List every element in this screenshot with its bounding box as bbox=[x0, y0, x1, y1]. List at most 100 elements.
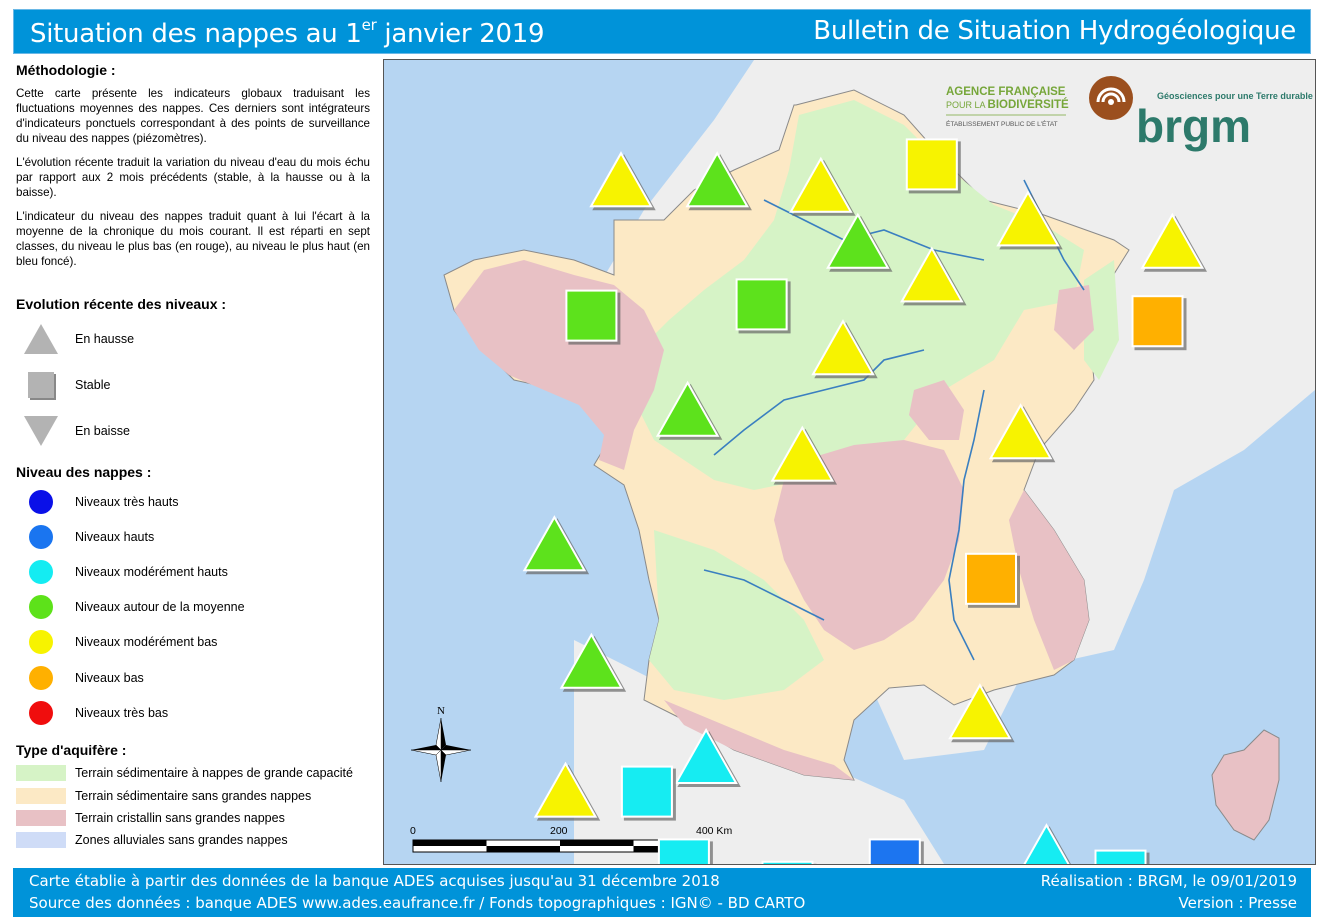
indicator-triangle-up-moderately-low bbox=[900, 246, 964, 303]
indicator-triangle-up-moderately-low bbox=[589, 151, 653, 208]
swatch bbox=[16, 765, 66, 781]
legend-label: Niveaux bas bbox=[75, 671, 144, 685]
indicator-triangle-up-average bbox=[655, 380, 720, 437]
aquifer-aquitaine-basin bbox=[649, 530, 824, 700]
aquifer-pyrenees bbox=[664, 700, 854, 780]
triangle-down-icon bbox=[24, 416, 58, 446]
aquifer-morvan bbox=[909, 380, 964, 440]
aquifer-massif-central bbox=[774, 440, 964, 650]
swatch bbox=[16, 810, 66, 826]
indicator-triangle-up-moderately-low bbox=[996, 190, 1060, 247]
indicator-triangle-up-average bbox=[522, 515, 587, 572]
methodology-heading: Méthodologie : bbox=[16, 62, 116, 78]
title-main: Situation des nappes au 1 bbox=[30, 19, 362, 49]
afb-name-line1: AGENCE FRANÇAISE bbox=[946, 86, 1066, 98]
legend-item-very-low: Niveaux très bas bbox=[16, 696, 168, 730]
brgm-wordmark: brgm bbox=[1136, 100, 1251, 152]
legend-item-high: Niveaux hauts bbox=[16, 520, 154, 554]
indicator-square-moderately-high bbox=[1094, 849, 1147, 864]
loire-river bbox=[713, 349, 925, 456]
legend-label: Terrain cristallin sans grandes nappes bbox=[75, 811, 285, 825]
rhone-river bbox=[948, 389, 985, 661]
legend-label: Niveaux modérément hauts bbox=[75, 565, 228, 579]
scale-label-200: 200 bbox=[550, 825, 568, 837]
indicator-triangle-up-average bbox=[559, 632, 624, 689]
indicator-triangle-up-moderately-low bbox=[1140, 212, 1205, 269]
circle-icon bbox=[29, 666, 53, 690]
compass-north-label: N bbox=[437, 705, 445, 717]
indicator-square-high bbox=[868, 838, 921, 864]
map-canvas[interactable]: AGENCE FRANÇAISE POUR LA BIODIVERSITÉ ÉT… bbox=[384, 60, 1315, 864]
legend-label: Niveaux modérément bas bbox=[75, 635, 218, 649]
swatch bbox=[16, 832, 66, 848]
indicator-square-moderately-low bbox=[905, 138, 958, 191]
corsica bbox=[1211, 729, 1280, 841]
brgm-logo: Géosciences pour une Terre durable brgm bbox=[1089, 76, 1313, 152]
indicator-triangle-up-moderately-low bbox=[948, 683, 1012, 740]
title-date: janvier 2019 bbox=[376, 19, 545, 49]
aquifer-sedimentary-large bbox=[629, 100, 1084, 490]
legend-label: Niveaux autour de la moyenne bbox=[75, 600, 245, 614]
aquifer-legend-heading: Type d'aquifère : bbox=[16, 742, 127, 758]
methodology-paragraph: Cette carte présente les indicateurs glo… bbox=[16, 87, 370, 145]
circle-icon bbox=[29, 560, 53, 584]
page-subtitle: Bulletin de Situation Hydrogéologique bbox=[813, 16, 1296, 46]
garonne-river bbox=[703, 569, 825, 621]
legend-item-stable: Stable bbox=[16, 368, 110, 402]
swatch bbox=[16, 788, 66, 804]
circle-icon bbox=[29, 595, 53, 619]
circle-icon bbox=[29, 490, 53, 514]
legend-item-moderately-high: Niveaux modérément hauts bbox=[16, 555, 228, 589]
legend-item-moderately-low: Niveaux modérément bas bbox=[16, 625, 217, 659]
title-superscript: er bbox=[361, 16, 377, 34]
scale-label-400: 400 Km bbox=[696, 825, 732, 837]
legend-label: Terrain sédimentaire à nappes de grande … bbox=[75, 766, 353, 780]
indicator-triangle-up-average bbox=[685, 151, 749, 208]
afb-name-line2: POUR LA BIODIVERSITÉ bbox=[946, 98, 1069, 111]
brgm-tagline: Géosciences pour une Terre durable bbox=[1157, 91, 1313, 101]
indicator-triangle-up-moderately-low bbox=[770, 425, 835, 482]
indicator-triangle-up-moderately-high bbox=[674, 727, 738, 784]
indicator-triangle-up-moderately-high bbox=[1023, 823, 1070, 864]
aquifer-vosges bbox=[1054, 285, 1094, 350]
indicator-square-moderately-high bbox=[761, 860, 814, 864]
methodology-section: Méthodologie : Cette carte présente les … bbox=[16, 62, 370, 278]
aquifer-legend: Type d'aquifère : Terrain sédimentaire à… bbox=[16, 742, 370, 852]
indicator-triangle-up-moderately-low bbox=[811, 319, 875, 376]
legend-label: Stable bbox=[75, 378, 111, 392]
legend-item-alluvial: Zones alluviales sans grandes nappes bbox=[16, 830, 288, 850]
aquifer-alps bbox=[1009, 490, 1089, 670]
methodology-paragraph: L'évolution récente traduit la variation… bbox=[16, 156, 370, 199]
scale-label-0: 0 bbox=[410, 825, 416, 837]
footer-author: Réalisation : BRGM, le 09/01/2019 bbox=[1040, 872, 1297, 890]
evolution-legend-heading: Evolution récente des niveaux : bbox=[16, 296, 227, 312]
indicator-square-average bbox=[565, 289, 618, 342]
indicator-markers bbox=[522, 138, 1205, 864]
legend-item-rising: En hausse bbox=[16, 322, 134, 356]
legend-item-falling: En baisse bbox=[16, 414, 130, 448]
legend-item-crystalline: Terrain cristallin sans grandes nappes bbox=[16, 808, 285, 828]
afb-tagline: ÉTABLISSEMENT PUBLIC DE L'ÉTAT bbox=[946, 119, 1058, 128]
legend-label: En baisse bbox=[75, 424, 130, 438]
aquifer-alsace bbox=[1084, 260, 1119, 380]
indicator-square-moderately-high bbox=[657, 838, 710, 864]
triangle-up-icon bbox=[24, 324, 58, 354]
legend-label: Terrain sédimentaire sans grandes nappes bbox=[75, 789, 312, 803]
methodology-paragraph: L'indicateur du niveau des nappes tradui… bbox=[16, 210, 370, 268]
indicator-square-low bbox=[965, 552, 1017, 605]
legend-item-very-high: Niveaux très hauts bbox=[16, 485, 179, 519]
level-legend-heading: Niveau des nappes : bbox=[16, 464, 152, 480]
legend-label: Niveaux très bas bbox=[75, 706, 169, 720]
legend-label: Niveaux très hauts bbox=[75, 495, 179, 509]
circle-icon bbox=[29, 525, 53, 549]
map-frame[interactable]: AGENCE FRANÇAISE POUR LA BIODIVERSITÉ ÉT… bbox=[383, 59, 1316, 865]
level-legend: Niveau des nappes : Niveaux très hauts N… bbox=[16, 464, 370, 734]
evolution-legend: Evolution récente des niveaux : En hauss… bbox=[16, 296, 370, 456]
indicator-triangle-up-moderately-low bbox=[988, 403, 1053, 460]
indicator-triangle-up-average bbox=[826, 212, 890, 269]
indicator-square-moderately-high bbox=[620, 765, 673, 818]
afb-logo: AGENCE FRANÇAISE POUR LA BIODIVERSITÉ ÉT… bbox=[946, 86, 1069, 128]
circle-icon bbox=[29, 701, 53, 725]
legend-item-low: Niveaux bas bbox=[16, 661, 144, 695]
indicator-triangle-up-moderately-low bbox=[533, 761, 598, 818]
